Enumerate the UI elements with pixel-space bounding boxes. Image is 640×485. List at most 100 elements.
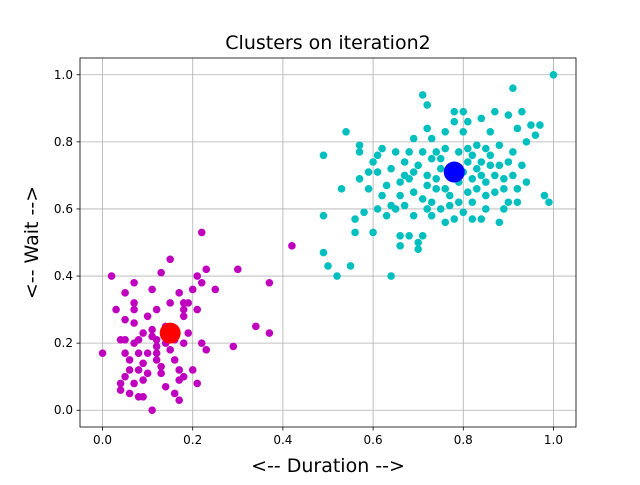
cluster-2-point	[545, 198, 553, 207]
cluster-2-point	[486, 151, 495, 160]
cluster-2-point	[427, 198, 436, 207]
cluster-1-point	[143, 312, 152, 321]
x-tick-label: 0.8	[454, 433, 473, 447]
cluster-1-point	[179, 305, 188, 314]
cluster-2-point	[482, 205, 490, 213]
cluster-2-point	[436, 164, 445, 173]
cluster-1-point	[197, 339, 206, 347]
cluster-1-point	[188, 366, 197, 374]
cluster-2-point	[418, 195, 427, 203]
cluster-1-point	[211, 285, 220, 294]
cluster-1-point	[121, 289, 129, 297]
cluster-2-point	[482, 144, 490, 153]
cluster-2-point	[504, 111, 513, 119]
cluster-2-point	[441, 144, 450, 153]
grid-lines	[80, 58, 576, 427]
cluster-1-point	[152, 349, 161, 358]
cluster-2-point	[518, 161, 526, 170]
cluster-1-point	[130, 379, 138, 388]
cluster-1-point	[130, 305, 138, 314]
cluster-2-point	[414, 238, 422, 247]
cluster-2-point	[459, 128, 468, 136]
cluster-1-point	[130, 319, 138, 327]
cluster-2-point	[450, 117, 459, 126]
cluster-2-point	[495, 218, 504, 227]
cluster-2-point	[396, 178, 404, 186]
cluster-2-point	[342, 128, 350, 136]
cluster-2-point	[513, 185, 522, 193]
cluster-2-point	[360, 208, 368, 217]
cluster-2-point	[518, 107, 526, 116]
cluster-2-point	[473, 141, 481, 150]
cluster-2-point	[477, 171, 486, 180]
cluster-1-point	[112, 305, 120, 314]
cluster-1-point	[229, 342, 238, 351]
cluster-2-point	[337, 185, 346, 193]
cluster-2-point	[418, 231, 427, 240]
cluster-2-point	[441, 128, 450, 136]
cluster-2-point	[477, 158, 486, 166]
cluster-2-point	[463, 188, 472, 196]
cluster-1-point	[193, 379, 202, 388]
cluster-1-point	[148, 285, 156, 294]
cluster-2-point	[459, 107, 468, 116]
cluster-2-point	[504, 158, 513, 166]
cluster-2-point	[549, 70, 558, 79]
cluster-1-point	[157, 268, 165, 277]
centroid-markers	[159, 161, 465, 344]
cluster-2-point	[468, 215, 477, 223]
centroid-1-marker	[159, 322, 181, 344]
cluster-1-point	[143, 369, 152, 378]
cluster-2-point	[364, 185, 373, 193]
cluster-1-point	[202, 346, 211, 354]
cluster-1-point	[166, 346, 174, 354]
cluster-1-point	[139, 329, 147, 337]
cluster-1-point	[152, 335, 161, 344]
cluster-2-point	[491, 188, 499, 196]
cluster-2-point	[333, 272, 341, 280]
cluster-2-point	[432, 148, 441, 156]
cluster-2-point	[427, 134, 436, 143]
cluster-2-point	[441, 185, 450, 193]
cluster-2-point	[423, 101, 432, 109]
cluster-1-point	[121, 372, 129, 381]
cluster-1-point	[184, 329, 193, 337]
cluster-2-point	[531, 131, 540, 139]
cluster-1-point	[139, 359, 147, 368]
x-tick-label: 1.0	[544, 433, 563, 447]
cluster-2-point	[477, 215, 486, 223]
cluster-2-point	[509, 148, 517, 156]
cluster-1-point	[152, 356, 161, 364]
cluster-2-point	[445, 201, 454, 210]
cluster-2-point	[450, 215, 459, 223]
cluster-1-point	[193, 305, 202, 314]
cluster-2-point	[427, 211, 436, 220]
cluster-1-point	[166, 255, 174, 264]
cluster-2-point	[463, 144, 472, 153]
cluster-2-point	[405, 231, 413, 240]
cluster-2-point	[423, 205, 432, 213]
cluster-2-point	[369, 158, 377, 166]
cluster-2-point	[319, 211, 328, 220]
plot-area-frame	[79, 57, 577, 428]
cluster-2-point	[382, 211, 391, 220]
cluster-2-point	[536, 121, 544, 129]
cluster-2-point	[473, 185, 481, 193]
cluster-1-point	[170, 389, 179, 398]
cluster-2-point	[391, 205, 400, 213]
cluster-2-point	[491, 107, 499, 116]
cluster-1-point	[125, 366, 134, 374]
cluster-1-point	[202, 265, 211, 274]
y-axis-label: <-- Wait -->	[21, 186, 43, 299]
cluster-1-point	[197, 278, 206, 287]
cluster-2-point	[540, 191, 549, 200]
cluster-2-point	[468, 151, 477, 160]
cluster-2-point	[432, 174, 441, 183]
cluster-2-point	[482, 191, 490, 200]
cluster-1-point	[134, 335, 143, 344]
cluster-1-point	[197, 228, 206, 237]
cluster-2-point	[450, 107, 459, 116]
cluster-1-point	[188, 285, 197, 294]
cluster-2-point	[405, 174, 413, 183]
y-tick-label: 0.8	[54, 135, 73, 149]
